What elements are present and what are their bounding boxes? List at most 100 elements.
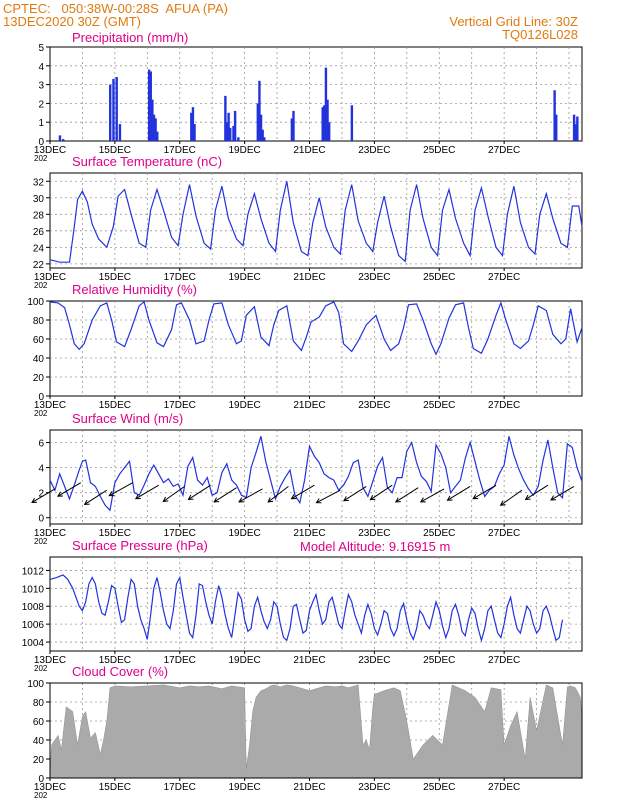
humidity-xtick-label: 13DEC: [34, 400, 66, 411]
cloud-panel: [46, 682, 583, 781]
wind-arrow: [57, 482, 82, 497]
wind-arrow-head: [472, 494, 479, 500]
temperature-panel: [46, 172, 583, 271]
wind-xtick-label: 17DEC: [164, 528, 196, 539]
wind-arrow-head: [369, 495, 376, 501]
precipitation-xtick-label: 27DEC: [488, 145, 520, 156]
wind-arrow-head: [394, 497, 401, 503]
wind-arrow: [238, 488, 263, 503]
precip-bar: [323, 105, 326, 141]
precip-bar: [576, 116, 579, 141]
temperature-ytick-label: 26: [33, 227, 45, 238]
temperature-xtick-label: 21DEC: [293, 272, 325, 283]
wind-ytick-label: 4: [38, 464, 44, 475]
wind-arrow: [109, 482, 133, 497]
cloud-ytick-label: 40: [33, 736, 45, 747]
precipitation-ytick-label: 4: [38, 62, 44, 73]
cloud-xtick-label: 17DEC: [164, 782, 196, 793]
pressure-line: [49, 574, 564, 643]
precipitation-ytick-label: 0: [38, 137, 44, 148]
precipitation-ytick-label: 3: [38, 81, 44, 92]
temperature-frame: [49, 172, 583, 269]
temperature-ytick-label: 32: [33, 177, 45, 188]
cloud-ytick-label: 60: [33, 717, 45, 728]
wind-xtick-label: 25DEC: [423, 528, 455, 539]
precipitation-xtick-label: 15DEC: [99, 145, 131, 156]
wind-frame: [49, 429, 583, 525]
precip-bar: [259, 114, 263, 141]
precip-bar: [154, 118, 157, 141]
humidity-ytick-label: 20: [33, 373, 45, 384]
precip-bar: [233, 110, 237, 141]
wind-arrow: [316, 489, 341, 504]
wind-arrow: [135, 484, 159, 500]
precip-bar: [292, 110, 295, 141]
humidity-ytick-label: 100: [27, 297, 44, 308]
humidity-ytick-label: 80: [33, 316, 45, 327]
date-header: 13DEC2020 30Z (GMT): [3, 14, 141, 29]
precip-bar: [232, 125, 235, 141]
wind-ytick-label: 0: [38, 514, 44, 525]
wind-arrow-head: [524, 494, 531, 501]
station-header: CPTEC: 050:38W-00:28S AFUA (PA): [3, 1, 228, 16]
wind-arrow: [84, 489, 108, 505]
pressure-ytick-label: 1006: [22, 620, 45, 631]
precip-bar: [152, 114, 156, 141]
humidity-xtick-label: 23DEC: [358, 400, 390, 411]
wind-line: [49, 436, 583, 512]
precip-bar: [261, 129, 264, 141]
humidity-ytick-label: 60: [33, 335, 45, 346]
precip-bar: [190, 112, 193, 141]
precipitation-xtick-label: 17DEC: [164, 145, 196, 156]
wind-arrow-head: [162, 496, 169, 503]
temperature-year-label: 202: [34, 281, 48, 290]
precip-bar: [147, 69, 151, 141]
pressure-year-label: 202: [34, 664, 48, 673]
precipitation-xtick-label: 23DEC: [358, 145, 390, 156]
wind-arrow-head: [550, 495, 557, 501]
cloud-year-label: 202: [34, 791, 48, 800]
wind-arrow: [370, 484, 393, 501]
wind-arrow: [420, 488, 445, 503]
wind-arrow-head: [446, 495, 453, 501]
pressure-xtick-label: 13DEC: [34, 655, 66, 666]
temperature-xtick-label: 19DEC: [229, 272, 261, 283]
wind-arrow: [395, 487, 419, 503]
precip-bar: [227, 112, 230, 141]
precipitation-frame: [49, 46, 583, 142]
humidity-xtick-label: 15DEC: [99, 400, 131, 411]
wind-xtick-label: 19DEC: [229, 528, 261, 539]
cloud-xtick-label: 13DEC: [34, 782, 66, 793]
temperature-ytick-label: 22: [33, 260, 45, 271]
precip-bar: [229, 127, 232, 141]
precip-bar: [118, 124, 122, 141]
wind-xtick-label: 13DEC: [34, 528, 66, 539]
precip-bar: [115, 77, 118, 141]
precip-bar: [109, 84, 112, 141]
humidity-ytick-label: 40: [33, 354, 45, 365]
precip-bar: [237, 137, 240, 141]
precip-bar: [555, 114, 558, 141]
wind-arrow-head: [238, 497, 245, 503]
cloud-xtick-label: 27DEC: [488, 782, 520, 793]
precipitation-title: Precipitation (mm/h): [72, 30, 188, 45]
precipitation-ytick-label: 2: [38, 99, 44, 110]
humidity-xtick-label: 17DEC: [164, 400, 196, 411]
precip-bar: [321, 107, 324, 141]
pressure-xtick-label: 15DEC: [99, 655, 131, 666]
temperature-xtick-label: 23DEC: [358, 272, 390, 283]
humidity-xtick-label: 27DEC: [488, 400, 520, 411]
wind-arrow: [291, 484, 315, 500]
wind-xtick-label: 27DEC: [488, 528, 520, 539]
wind-arrow-head: [134, 494, 141, 500]
humidity-frame: [49, 300, 583, 397]
wind-title: Surface Wind (m/s): [72, 411, 183, 426]
cloud-xtick-label: 19DEC: [229, 782, 261, 793]
precip-bar: [191, 107, 195, 141]
precip-bar: [350, 105, 354, 141]
humidity-title: Relative Humidity (%): [72, 282, 197, 297]
wind-arrow: [163, 485, 185, 502]
precip-bar: [326, 99, 329, 141]
precip-bar: [290, 118, 294, 141]
wind-ytick-label: 2: [38, 489, 44, 500]
